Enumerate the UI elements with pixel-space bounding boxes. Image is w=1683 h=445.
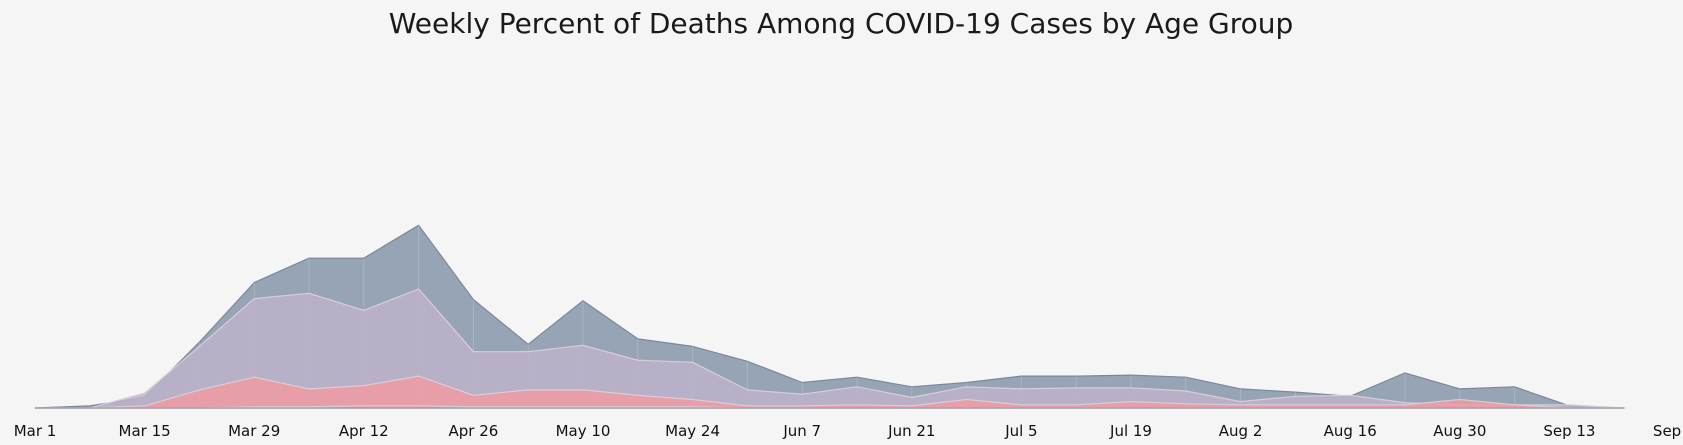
x-tick-label: Mar 1	[14, 422, 57, 440]
x-tick-label: Aug 30	[1433, 422, 1486, 440]
chart-title: Weekly Percent of Deaths Among COVID-19 …	[389, 7, 1294, 40]
series-areas	[34, 224, 1625, 409]
x-tick-label: Apr 26	[448, 422, 498, 440]
x-tick-label: Jul 19	[1109, 422, 1152, 440]
x-tick-label: Aug 2	[1219, 422, 1263, 440]
x-tick-label: Jun 7	[782, 422, 821, 440]
x-axis-ticks: Mar 1 Mar 15 Mar 29 Apr 12 Apr 26 May 10 May 2…	[14, 422, 1683, 440]
x-tick-label: May 24	[665, 422, 720, 440]
x-tick-label: Apr 12	[339, 422, 389, 440]
x-tick-label: Jun 21	[887, 422, 935, 440]
series-area-2	[34, 375, 1625, 409]
x-tick-label: Sep 13	[1543, 422, 1595, 440]
x-tick-label: Mar 15	[119, 422, 171, 440]
x-tick-label: May 10	[556, 422, 611, 440]
x-tick-label: Jul 5	[1004, 422, 1037, 440]
x-tick-label: Sep 27	[1653, 422, 1683, 440]
series-area-3	[34, 288, 1625, 409]
x-tick-label: Aug 16	[1324, 422, 1377, 440]
x-tick-label: Mar 29	[228, 422, 280, 440]
